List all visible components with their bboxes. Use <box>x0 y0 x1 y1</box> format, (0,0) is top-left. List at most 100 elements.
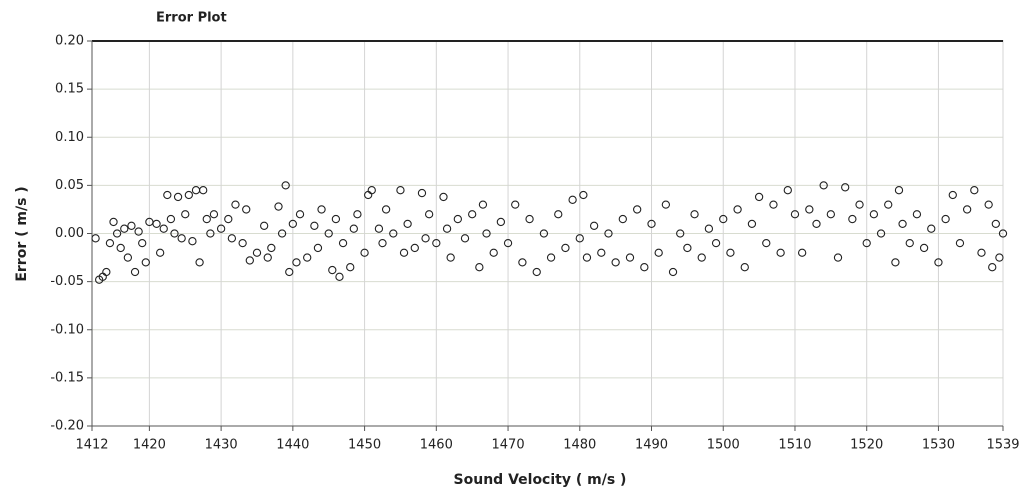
point <box>532 267 541 277</box>
point <box>561 243 570 253</box>
point <box>554 210 563 219</box>
point <box>783 186 792 195</box>
point <box>733 205 742 214</box>
point <box>988 263 997 272</box>
point <box>640 263 649 272</box>
point <box>998 229 1008 238</box>
point <box>331 214 341 224</box>
point <box>876 229 886 238</box>
point <box>769 200 778 209</box>
point <box>453 214 462 224</box>
point <box>335 272 344 281</box>
point <box>941 214 950 224</box>
point <box>862 238 871 248</box>
point <box>267 243 276 253</box>
point <box>855 200 864 209</box>
point <box>285 267 294 277</box>
x-tick-label: 1460 <box>420 438 453 453</box>
point <box>421 234 430 243</box>
point <box>589 221 599 230</box>
point <box>303 253 312 262</box>
point <box>141 258 150 267</box>
point <box>740 263 749 272</box>
point <box>962 205 972 214</box>
point <box>349 224 358 233</box>
x-tick-label: 1539 <box>986 438 1019 453</box>
x-tick-label: 1450 <box>348 438 381 453</box>
point <box>399 248 409 257</box>
point <box>396 186 405 195</box>
point <box>159 224 168 233</box>
point <box>292 258 301 267</box>
point <box>984 200 993 209</box>
point <box>424 210 434 219</box>
point <box>231 200 240 209</box>
point <box>995 253 1004 262</box>
point <box>991 219 1000 229</box>
point <box>676 229 685 238</box>
point <box>762 238 771 248</box>
point <box>478 200 488 209</box>
point <box>277 229 287 238</box>
x-tick-label: 1412 <box>75 438 108 453</box>
point <box>776 248 785 257</box>
x-tick-label: 1430 <box>205 438 238 453</box>
point <box>891 258 900 267</box>
x-tick-label: 1480 <box>563 438 596 453</box>
point <box>442 224 452 233</box>
point <box>912 210 922 219</box>
point <box>790 210 800 219</box>
point <box>324 229 333 238</box>
point <box>568 195 577 204</box>
point <box>346 263 355 272</box>
point <box>245 256 254 265</box>
point <box>468 210 477 219</box>
point <box>625 253 635 262</box>
point <box>475 263 484 272</box>
point <box>496 217 506 227</box>
point <box>91 234 100 243</box>
point <box>604 229 613 238</box>
point <box>202 214 211 224</box>
point <box>805 205 814 214</box>
point <box>252 248 262 257</box>
point <box>238 238 247 248</box>
y-tick-label: 0.15 <box>55 82 84 97</box>
point <box>184 190 193 200</box>
point <box>313 243 323 253</box>
point <box>188 237 197 246</box>
point <box>130 267 140 277</box>
y-tick-label: 0.05 <box>55 178 84 193</box>
point <box>105 238 115 248</box>
y-tick-label: -0.15 <box>50 370 84 385</box>
point <box>970 186 979 195</box>
point <box>747 219 757 229</box>
point <box>410 243 419 253</box>
y-tick-label: -0.05 <box>50 274 84 289</box>
point <box>611 258 620 267</box>
y-tick-label: 0.10 <box>55 130 84 145</box>
point <box>683 243 692 253</box>
y-tick-label: 0.20 <box>55 34 84 49</box>
point <box>242 205 251 214</box>
point <box>668 267 678 277</box>
point <box>503 238 513 248</box>
point <box>116 243 125 253</box>
point <box>711 238 721 248</box>
x-tick-label: 1530 <box>922 438 955 453</box>
point <box>446 253 455 262</box>
point <box>263 253 272 262</box>
point <box>374 224 384 233</box>
point <box>618 214 627 224</box>
point <box>819 181 828 190</box>
point <box>934 258 943 267</box>
point <box>389 229 398 238</box>
x-tick-label: 1470 <box>492 438 525 453</box>
point <box>579 190 588 200</box>
point <box>195 258 204 267</box>
point <box>841 183 850 192</box>
point <box>353 210 362 219</box>
point <box>109 217 118 227</box>
x-tick-label: 1440 <box>276 438 309 453</box>
point <box>661 200 671 209</box>
